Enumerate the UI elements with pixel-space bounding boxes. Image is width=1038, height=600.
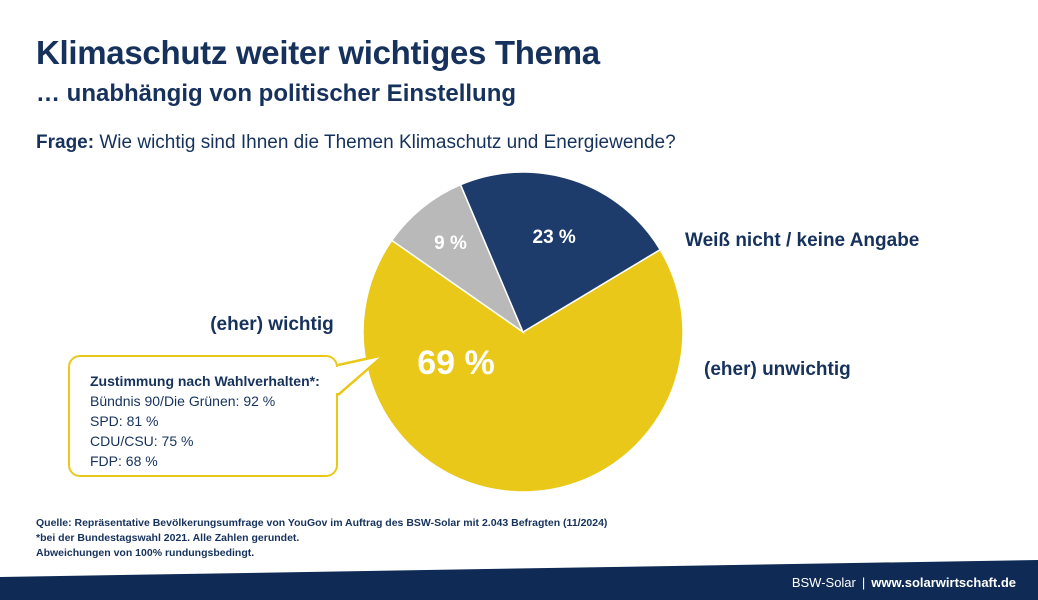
callout-heading: Zustimmung nach Wahlverhalten*: xyxy=(90,373,320,389)
callout-line: Bündnis 90/Die Grünen: 92 % xyxy=(90,393,276,409)
pie-slice xyxy=(390,183,525,335)
pie-slice xyxy=(459,171,662,334)
source-note: Quelle: Repräsentative Bevölkerungsumfra… xyxy=(36,516,607,561)
footer-separator: | xyxy=(861,575,866,590)
question-label: Frage: xyxy=(36,132,95,153)
footer-brand: BSW-Solar xyxy=(791,575,856,590)
source-line: *bei der Bundestagswahl 2021. Alle Zahle… xyxy=(36,532,300,544)
footer-url[interactable]: www.solarwirtschaft.de xyxy=(871,575,1016,590)
page-title: Klimaschutz weiter wichtiges Thema xyxy=(36,34,600,71)
callout-line: CDU/CSU: 75 % xyxy=(90,433,194,449)
callout-line: FDP: 68 % xyxy=(90,453,158,469)
footer: BSW-Solar | www.solarwirtschaft.de xyxy=(792,575,1016,590)
question-text: Wie wichtig sind Ihnen die Themen Klimas… xyxy=(99,132,676,153)
question: Frage: Wie wichtig sind Ihnen die Themen… xyxy=(36,132,676,154)
voting-callout: Zustimmung nach Wahlverhalten*: Bündnis … xyxy=(68,353,385,477)
callout-line: SPD: 81 % xyxy=(90,413,159,429)
pie-slices xyxy=(362,171,684,493)
slice-value-label: 69 % xyxy=(417,344,495,382)
callout-pointer xyxy=(334,353,385,396)
footer-band xyxy=(0,560,1038,600)
slice-category-label: (eher) wichtig xyxy=(210,314,334,335)
slice-value-label: 23 % xyxy=(533,227,576,248)
source-line: Abweichungen von 100% rundungsbedingt. xyxy=(36,547,255,559)
page-subtitle: … unabhängig von politischer Einstellung xyxy=(36,80,517,107)
pie-labels: 69 % (eher) wichtig 9 % Weiß nicht / keine … xyxy=(210,227,919,382)
pie-slice xyxy=(362,239,684,493)
source-line: Quelle: Repräsentative Bevölkerungsumfra… xyxy=(36,517,608,529)
slice-category-label: Weiß nicht / keine Angabe xyxy=(685,230,919,251)
slice-category-label: (eher) unwichtig xyxy=(704,359,851,380)
slice-value-label: 9 % xyxy=(434,233,467,254)
